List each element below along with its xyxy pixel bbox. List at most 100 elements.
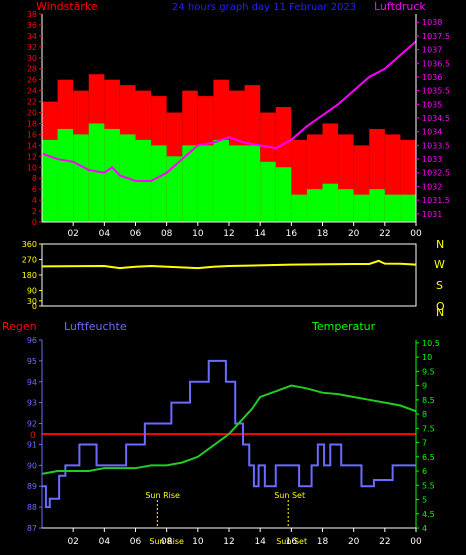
x-tick-label: 12 [223,229,234,239]
y-right-tick-label: 1031.5 [422,196,450,205]
compass-label: W [434,258,445,271]
y-tick-label: 91 [27,440,37,449]
pressure-line [41,40,417,182]
wind-bar [104,128,120,222]
y-right-tick-label: 1032.5 [422,169,450,178]
sunrise-label: Sun Rise [145,491,180,500]
y-tick-label: 89 [27,482,37,491]
y-right-tick-label: 5 [422,496,427,505]
x-tick-label: 06 [130,537,142,547]
wind-bar [88,123,105,222]
y-right-tick-label: 8.5 [422,396,435,405]
y-right-tick-label: 1036 [422,73,442,82]
humidity-line [42,359,416,509]
y-right-tick-label: 6 [422,467,427,476]
rain-label: Regen [2,320,37,333]
x-tick-label: 16 [286,229,298,239]
x-tick-label: 00 [410,537,422,547]
wind-bar [384,194,401,222]
y-tick-label: 8 [32,174,37,183]
y-tick-label: 16 [27,130,37,139]
y-tick-label: 180 [22,271,37,280]
y-right-tick-label: 1032 [422,182,442,191]
y-right-tick-label: 4.5 [422,510,435,519]
y-tick-label: 87 [27,524,37,533]
y-tick-label: 92 [27,420,37,429]
y-tick-label: 90 [27,287,37,296]
wind-pressure-chart: 0246810121416182022242628303234363810311… [27,10,450,239]
sunset-label: Sun Set [274,491,305,500]
x-tick-label: 14 [254,537,266,547]
y-right-tick-label: 1031 [422,210,442,219]
y-right-tick-label: 1037.5 [422,32,450,41]
wind-bar [182,145,198,222]
y-tick-label: 93 [27,399,37,408]
y-right-tick-label: 1036.5 [422,59,450,68]
y-tick-label: 30 [27,297,37,306]
x-tick-label: 12 [223,537,234,547]
compass-label: N [436,238,444,251]
wind-bar [197,145,214,222]
y-right-tick-label: 1035.5 [422,87,450,96]
y-right-tick-label: 1034.5 [422,114,450,123]
x-tick-label: 00 [410,229,422,239]
y-right-tick-label: 1037 [422,46,442,55]
y-right-tick-label: 6.5 [422,453,435,462]
temperature-line [41,384,417,475]
y-right-tick-label: 1035 [422,100,442,109]
x-tick-label: 20 [348,537,360,547]
y-tick-label: 36 [27,21,37,30]
wind-bar [306,189,323,222]
x-tick-label: 02 [67,537,78,547]
y-right-tick-label: 7.5 [422,424,435,433]
y-tick-label: 26 [27,76,37,85]
wind-bar [260,161,276,222]
y-tick-label: 14 [27,141,37,150]
y-right-tick-label: 8 [422,410,427,419]
y-tick-label: 30 [27,54,37,63]
humidity-label: Luftfeuchte [64,320,127,333]
direction-line [41,259,417,270]
y-tick-label: 24 [27,87,37,96]
wind-bar [57,128,74,222]
wind-bar [213,139,229,222]
sunset-label-bottom: Sun Set [276,537,307,546]
y-tick-label: 34 [27,32,37,41]
y-right-tick-label: 1033 [422,155,442,164]
y-right-tick-label: 10.5 [422,339,440,348]
compass-label: S [436,279,443,292]
wind-bar [42,139,58,222]
wind-bar [73,134,89,222]
y-right-tick-label: 7 [422,439,427,448]
y-tick-label: 0 [32,218,37,227]
wind-bar [353,194,370,222]
y-tick-label: 94 [27,378,37,387]
y-tick-label: 28 [27,65,37,74]
x-tick-label: 18 [317,229,329,239]
x-tick-label: 22 [379,537,390,547]
y-tick-label: 32 [27,43,37,52]
x-tick-label: 04 [99,537,111,547]
compass-label: O [436,300,445,313]
y-right-tick-label: 1034 [422,128,442,137]
compass-label: N [436,306,444,319]
wind-bar [229,145,245,222]
y-right-tick-label: 4 [422,524,427,533]
y-tick-label: 38 [27,10,37,19]
x-tick-label: 06 [130,229,142,239]
temperature-label: Temperatur [311,320,376,333]
x-tick-label: 14 [254,229,266,239]
wind-bar [322,183,339,222]
y-tick-label: 10 [27,163,37,172]
x-tick-label: 04 [99,229,111,239]
wind-bar [166,156,183,222]
y-right-tick-label: 1038 [422,18,442,27]
x-tick-label: 10 [192,229,204,239]
x-tick-label: 22 [379,229,390,239]
wind-bar [400,194,416,222]
y-tick-label: 4 [32,196,37,205]
wind-bar [151,145,167,222]
y-tick-label: 18 [27,119,37,128]
